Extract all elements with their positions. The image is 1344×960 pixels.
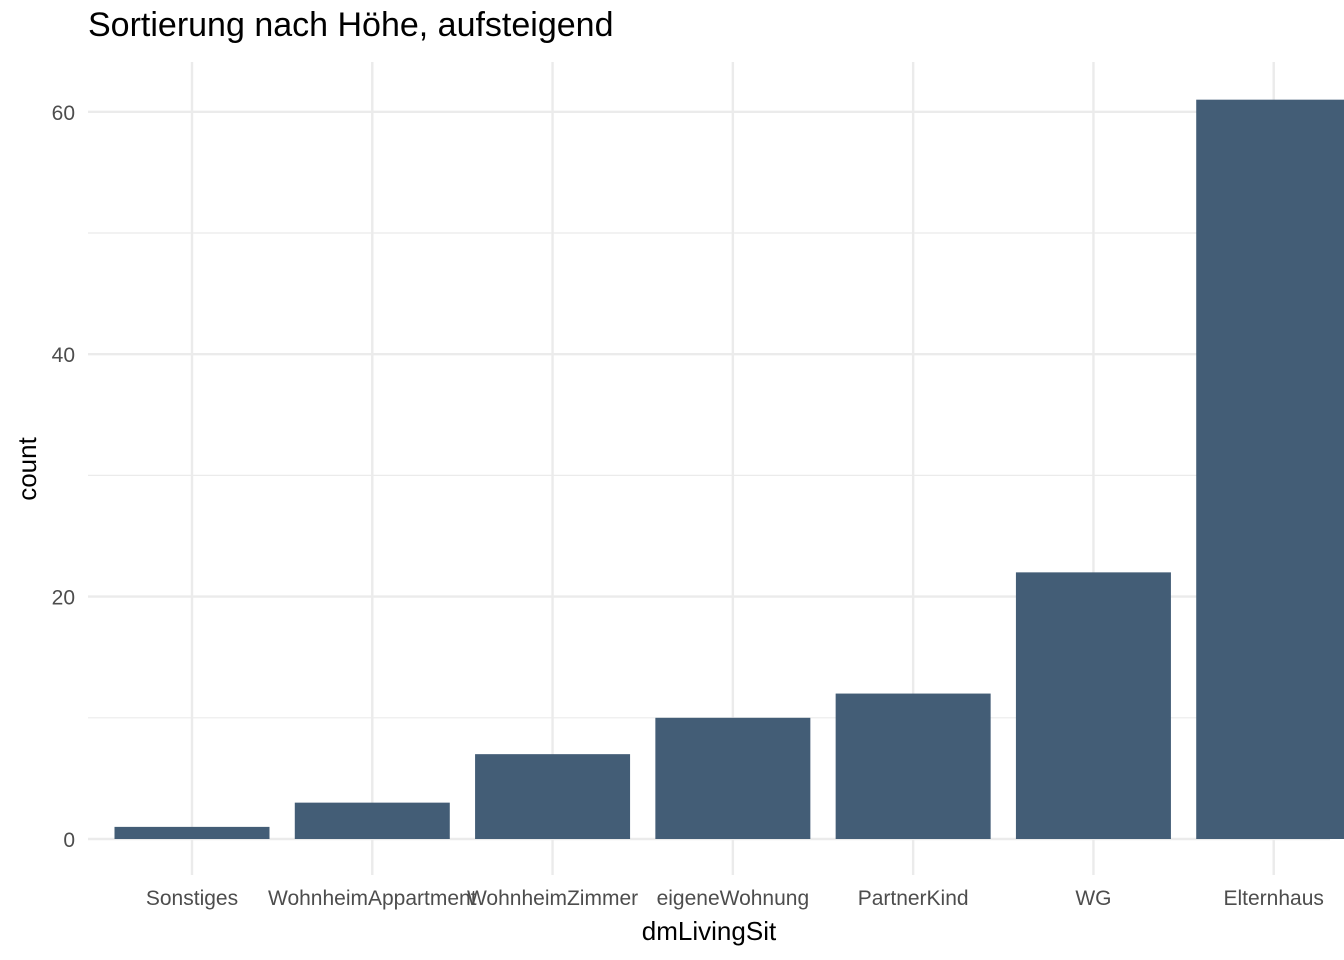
y-tick-label: 40: [52, 344, 75, 367]
y-tick-label: 0: [63, 829, 75, 852]
x-tick-labels: Sonstiges WohnheimAppartmentWohnheimZimme…: [146, 887, 1324, 910]
x-tick-label: Elternhaus: [1224, 887, 1324, 910]
x-tick-label: Sonstiges: [146, 887, 238, 910]
bar-wg: [1015, 572, 1171, 839]
y-axis-title: count: [12, 436, 42, 500]
y-tick-labels: 0 20 40 60: [52, 102, 75, 852]
bar-eigenewohnung: [655, 717, 811, 839]
bar-partnerkind: [835, 693, 991, 839]
x-tick-label: WG: [1075, 887, 1111, 910]
y-tick-label: 60: [52, 102, 75, 125]
bar-sonstiges: [114, 826, 270, 839]
bars: [114, 99, 1344, 840]
bar-elternhaus: [1196, 99, 1344, 840]
x-axis-title: dmLivingSit: [642, 916, 777, 946]
bar-wohnheimappartment: [294, 802, 450, 839]
x-tick-label: WohnheimAppartment: [268, 887, 477, 910]
x-tick-label: PartnerKind: [858, 887, 969, 910]
x-tick-label: WohnheimZimmer: [467, 887, 638, 910]
bar-wohnheimzimmer: [475, 754, 631, 839]
chart-title: Sortierung nach Höhe, aufsteigend: [88, 6, 614, 44]
x-tick-label: eigeneWohnung: [657, 887, 810, 910]
y-tick-label: 20: [52, 587, 75, 610]
